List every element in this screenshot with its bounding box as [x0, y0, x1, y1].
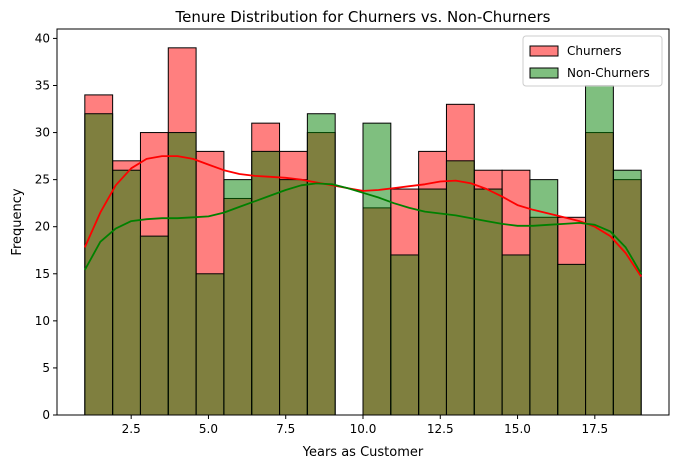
legend-label-non-churners: Non-Churners — [567, 66, 650, 80]
x-tick-label: 10.0 — [350, 422, 377, 436]
bar-non-churners-4 — [195, 273, 225, 416]
histogram-bars — [84, 47, 642, 416]
y-tick-label: 15 — [35, 267, 50, 281]
y-tick-label: 30 — [35, 126, 50, 140]
y-tick-label: 20 — [35, 220, 50, 234]
bar-non-churners-6 — [251, 150, 281, 416]
legend-label-churners: Churners — [567, 44, 622, 58]
y-tick-label: 25 — [35, 173, 50, 187]
y-axis-label: Frequency — [10, 188, 25, 255]
x-axis-label: Years as Customer — [302, 445, 424, 460]
bar-non-churners-16 — [529, 179, 559, 416]
y-tick-label: 35 — [35, 78, 50, 92]
bar-non-churners-0 — [84, 113, 114, 416]
bar-non-churners-3 — [167, 132, 197, 416]
kde-curves — [83, 155, 642, 278]
bar-non-churners-12 — [418, 188, 447, 416]
bar-non-churners-8 — [306, 113, 336, 416]
kde-line-churners — [83, 155, 642, 278]
bar-non-churners-15 — [501, 254, 531, 416]
x-tick-label: 15.0 — [504, 422, 531, 436]
bar-non-churners-7 — [279, 179, 308, 416]
bar-non-churners-17 — [557, 263, 587, 416]
x-tick-label: 17.5 — [581, 422, 608, 436]
y-tick-label: 10 — [35, 314, 50, 328]
bar-non-churners-13 — [445, 160, 475, 416]
bar-non-churners-5 — [223, 179, 253, 416]
y-axis-ticks: 0 5 10 15 20 25 30 35 40 — [35, 31, 57, 422]
chart-title: Tenure Distribution for Churners vs. Non… — [175, 8, 551, 26]
bar-non-churners-19 — [612, 169, 642, 416]
y-tick-label: 0 — [42, 408, 50, 422]
y-tick-label: 40 — [35, 31, 50, 45]
kde-line-non-churners — [84, 182, 642, 275]
bar-non-churners-10 — [362, 122, 392, 416]
x-axis-ticks: 2.5 5.0 7.5 10.0 12.5 15.0 17.5 — [122, 415, 608, 436]
bar-non-churners-18 — [585, 84, 614, 416]
bar-non-churners-2 — [139, 235, 169, 416]
y-tick-label: 5 — [42, 361, 50, 375]
x-tick-label: 5.0 — [199, 422, 218, 436]
legend-swatch-non-churners — [529, 67, 559, 79]
x-tick-label: 7.5 — [276, 422, 295, 436]
legend-swatch-churners — [529, 45, 559, 57]
x-tick-label: 2.5 — [122, 422, 141, 436]
x-tick-label: 12.5 — [427, 422, 454, 436]
bar-non-churners-1 — [112, 169, 141, 416]
bar-non-churners-11 — [390, 254, 420, 416]
legend: Churners Non-Churners — [522, 35, 663, 87]
